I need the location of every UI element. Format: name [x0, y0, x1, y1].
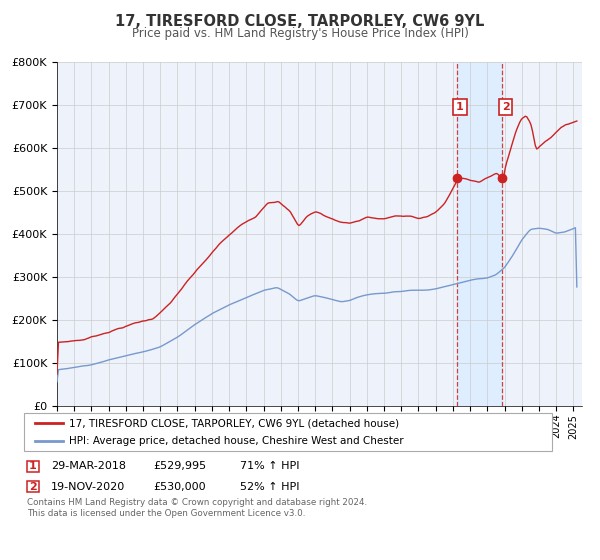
Text: 29-MAR-2018: 29-MAR-2018	[51, 461, 126, 472]
Text: Price paid vs. HM Land Registry's House Price Index (HPI): Price paid vs. HM Land Registry's House …	[131, 27, 469, 40]
Text: 2: 2	[502, 102, 509, 112]
Text: 1: 1	[456, 102, 464, 112]
Text: 1: 1	[29, 461, 37, 472]
Text: HPI: Average price, detached house, Cheshire West and Chester: HPI: Average price, detached house, Ches…	[69, 436, 404, 446]
Text: 17, TIRESFORD CLOSE, TARPORLEY, CW6 9YL (detached house): 17, TIRESFORD CLOSE, TARPORLEY, CW6 9YL …	[69, 418, 399, 428]
Text: 2: 2	[29, 482, 37, 492]
Text: 19-NOV-2020: 19-NOV-2020	[51, 482, 125, 492]
Text: This data is licensed under the Open Government Licence v3.0.: This data is licensed under the Open Gov…	[27, 510, 305, 519]
Text: Contains HM Land Registry data © Crown copyright and database right 2024.: Contains HM Land Registry data © Crown c…	[27, 498, 367, 507]
Text: 52% ↑ HPI: 52% ↑ HPI	[240, 482, 299, 492]
Text: £530,000: £530,000	[153, 482, 206, 492]
Text: 71% ↑ HPI: 71% ↑ HPI	[240, 461, 299, 472]
Text: £529,995: £529,995	[153, 461, 206, 472]
Bar	[457, 62, 502, 406]
Text: 17, TIRESFORD CLOSE, TARPORLEY, CW6 9YL: 17, TIRESFORD CLOSE, TARPORLEY, CW6 9YL	[115, 14, 485, 29]
